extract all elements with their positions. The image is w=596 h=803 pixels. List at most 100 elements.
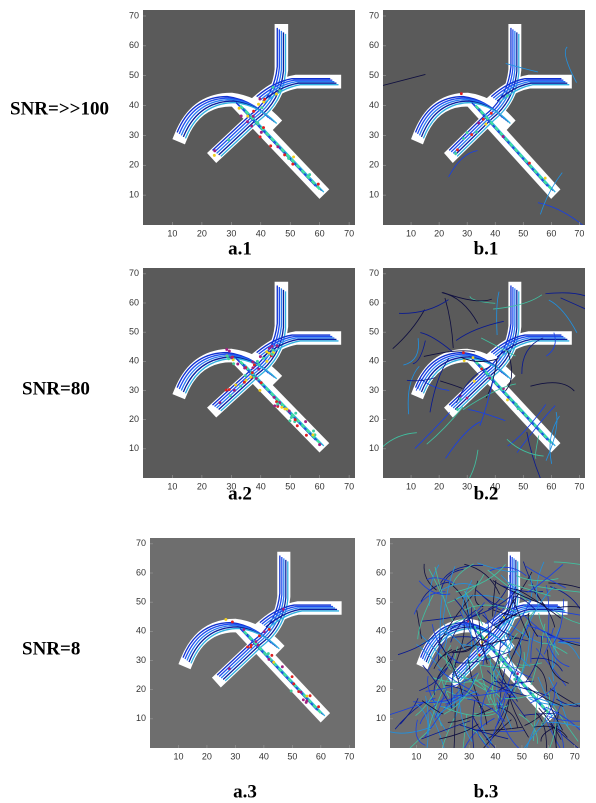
- y-tick-label: 30: [376, 655, 386, 665]
- voxel-dot: [257, 368, 260, 371]
- voxel-dot: [318, 443, 321, 446]
- voxel-dot: [240, 114, 243, 117]
- voxel-dot: [253, 363, 256, 366]
- voxel-dot: [231, 620, 234, 623]
- x-tick-label: 30: [464, 751, 474, 761]
- voxel-dot: [225, 348, 228, 351]
- x-tick-label: 20: [197, 228, 207, 238]
- y-tick-label: 70: [129, 268, 139, 278]
- voxel-dot: [506, 94, 509, 97]
- y-tick-label: 40: [369, 100, 379, 110]
- voxel-dot: [250, 124, 253, 127]
- voxel-dot: [228, 667, 231, 670]
- y-tick-label: 10: [129, 443, 139, 453]
- voxel-dot: [262, 126, 265, 129]
- x-tick-label: 40: [490, 228, 500, 238]
- voxel-dot: [528, 162, 531, 165]
- voxel-dot: [544, 177, 547, 180]
- x-tick-label: 10: [167, 228, 177, 238]
- voxel-dot: [268, 628, 271, 631]
- y-tick-label: 50: [129, 327, 139, 337]
- voxel-dot: [477, 121, 480, 124]
- voxel-dot: [283, 407, 286, 410]
- voxel-dot: [246, 645, 249, 648]
- voxel-dot: [291, 675, 294, 678]
- y-tick-label: 10: [129, 190, 139, 200]
- y-tick-label: 50: [369, 327, 379, 337]
- y-tick-label: 70: [369, 268, 379, 278]
- voxel-dot: [271, 349, 274, 352]
- voxel-dot: [265, 360, 268, 363]
- voxel-dot: [473, 380, 476, 383]
- voxel-dot: [308, 173, 311, 176]
- x-tick-label: 70: [344, 751, 354, 761]
- x-tick-label: 40: [256, 481, 266, 491]
- voxel-dot: [225, 389, 228, 392]
- voxel-dot: [263, 652, 266, 655]
- x-tick-label: 50: [285, 228, 295, 238]
- voxel-dot: [257, 103, 260, 106]
- voxel-dot: [259, 355, 262, 358]
- voxel-dot: [252, 115, 255, 118]
- x-tick-label: 20: [434, 481, 444, 491]
- x-tick-label: 60: [546, 228, 556, 238]
- y-tick-label: 20: [129, 160, 139, 170]
- voxel-dot: [288, 419, 291, 422]
- voxel-dot: [305, 699, 308, 702]
- voxel-dot: [516, 672, 519, 675]
- voxel-dot: [267, 652, 270, 655]
- y-tick-label: 20: [369, 160, 379, 170]
- voxel-dot: [258, 389, 261, 392]
- voxel-dot: [490, 112, 493, 115]
- voxel-dot: [466, 131, 469, 134]
- voxel-dot: [288, 410, 291, 413]
- voxel-dot: [260, 106, 263, 109]
- y-tick-label: 10: [136, 713, 146, 723]
- y-tick-label: 60: [376, 567, 386, 577]
- x-tick-label: 10: [173, 751, 183, 761]
- panel-caption: a.1: [228, 238, 252, 259]
- x-tick-label: 60: [543, 751, 553, 761]
- y-tick-label: 20: [129, 414, 139, 424]
- x-tick-label: 70: [574, 228, 584, 238]
- voxel-dot: [271, 345, 274, 348]
- voxel-dot: [230, 356, 233, 359]
- voxel-dot: [460, 92, 463, 95]
- voxel-dot: [482, 118, 485, 121]
- voxel-dot: [263, 630, 266, 633]
- voxel-dot: [260, 131, 263, 134]
- x-tick-label: 40: [256, 228, 266, 238]
- voxel-dot: [244, 374, 247, 377]
- voxel-dot: [278, 89, 281, 92]
- voxel-dot: [256, 360, 259, 363]
- voxel-dot: [243, 381, 246, 384]
- y-tick-label: 30: [129, 385, 139, 395]
- x-tick-label: 60: [315, 481, 325, 491]
- voxel-dot: [273, 396, 276, 399]
- voxel-dot: [226, 355, 229, 358]
- voxel-dot: [258, 363, 261, 366]
- voxel-dot: [309, 694, 312, 697]
- voxel-dot: [287, 157, 290, 160]
- voxel-dot: [275, 92, 278, 95]
- voxel-dot: [258, 634, 261, 637]
- x-tick-label: 70: [344, 481, 354, 491]
- voxel-dot: [246, 115, 249, 118]
- row-label: SNR=>>100: [10, 98, 109, 119]
- x-tick-label: 50: [518, 481, 528, 491]
- voxel-dot: [305, 434, 308, 437]
- x-tick-label: 60: [546, 481, 556, 491]
- voxel-dot: [296, 424, 299, 427]
- voxel-dot: [292, 682, 295, 685]
- x-tick-label: 40: [491, 751, 501, 761]
- voxel-dot: [304, 420, 307, 423]
- panel-caption: b.1: [474, 238, 499, 259]
- voxel-dot: [517, 407, 520, 410]
- voxel-dot: [227, 138, 230, 141]
- y-tick-label: 10: [369, 190, 379, 200]
- voxel-dot: [294, 418, 297, 421]
- voxel-dot: [317, 705, 320, 708]
- voxel-dot: [470, 133, 473, 136]
- voxel-dot: [317, 183, 320, 186]
- voxel-dot: [306, 695, 309, 698]
